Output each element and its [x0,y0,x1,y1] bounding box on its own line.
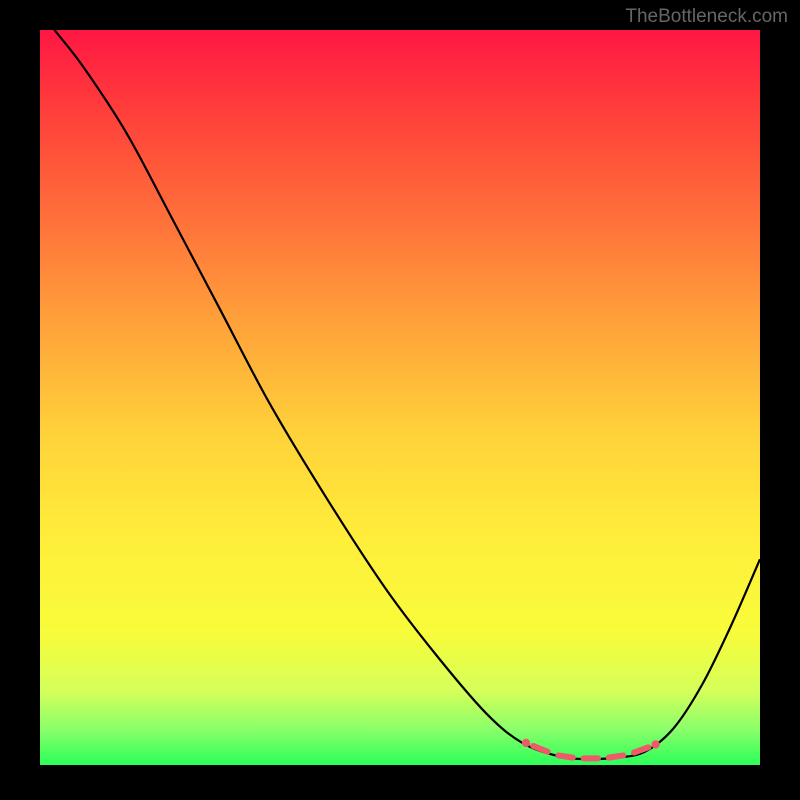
valley-end-dot [522,739,530,747]
valley-dash [558,755,572,757]
bottleneck-curve [54,30,760,759]
valley-dash [533,746,547,752]
valley-dash [609,755,623,757]
valley-end-dot [651,740,659,748]
chart-plot-area [40,30,760,765]
curve-overlay [40,30,760,765]
watermark-text: TheBottleneck.com [625,6,788,28]
